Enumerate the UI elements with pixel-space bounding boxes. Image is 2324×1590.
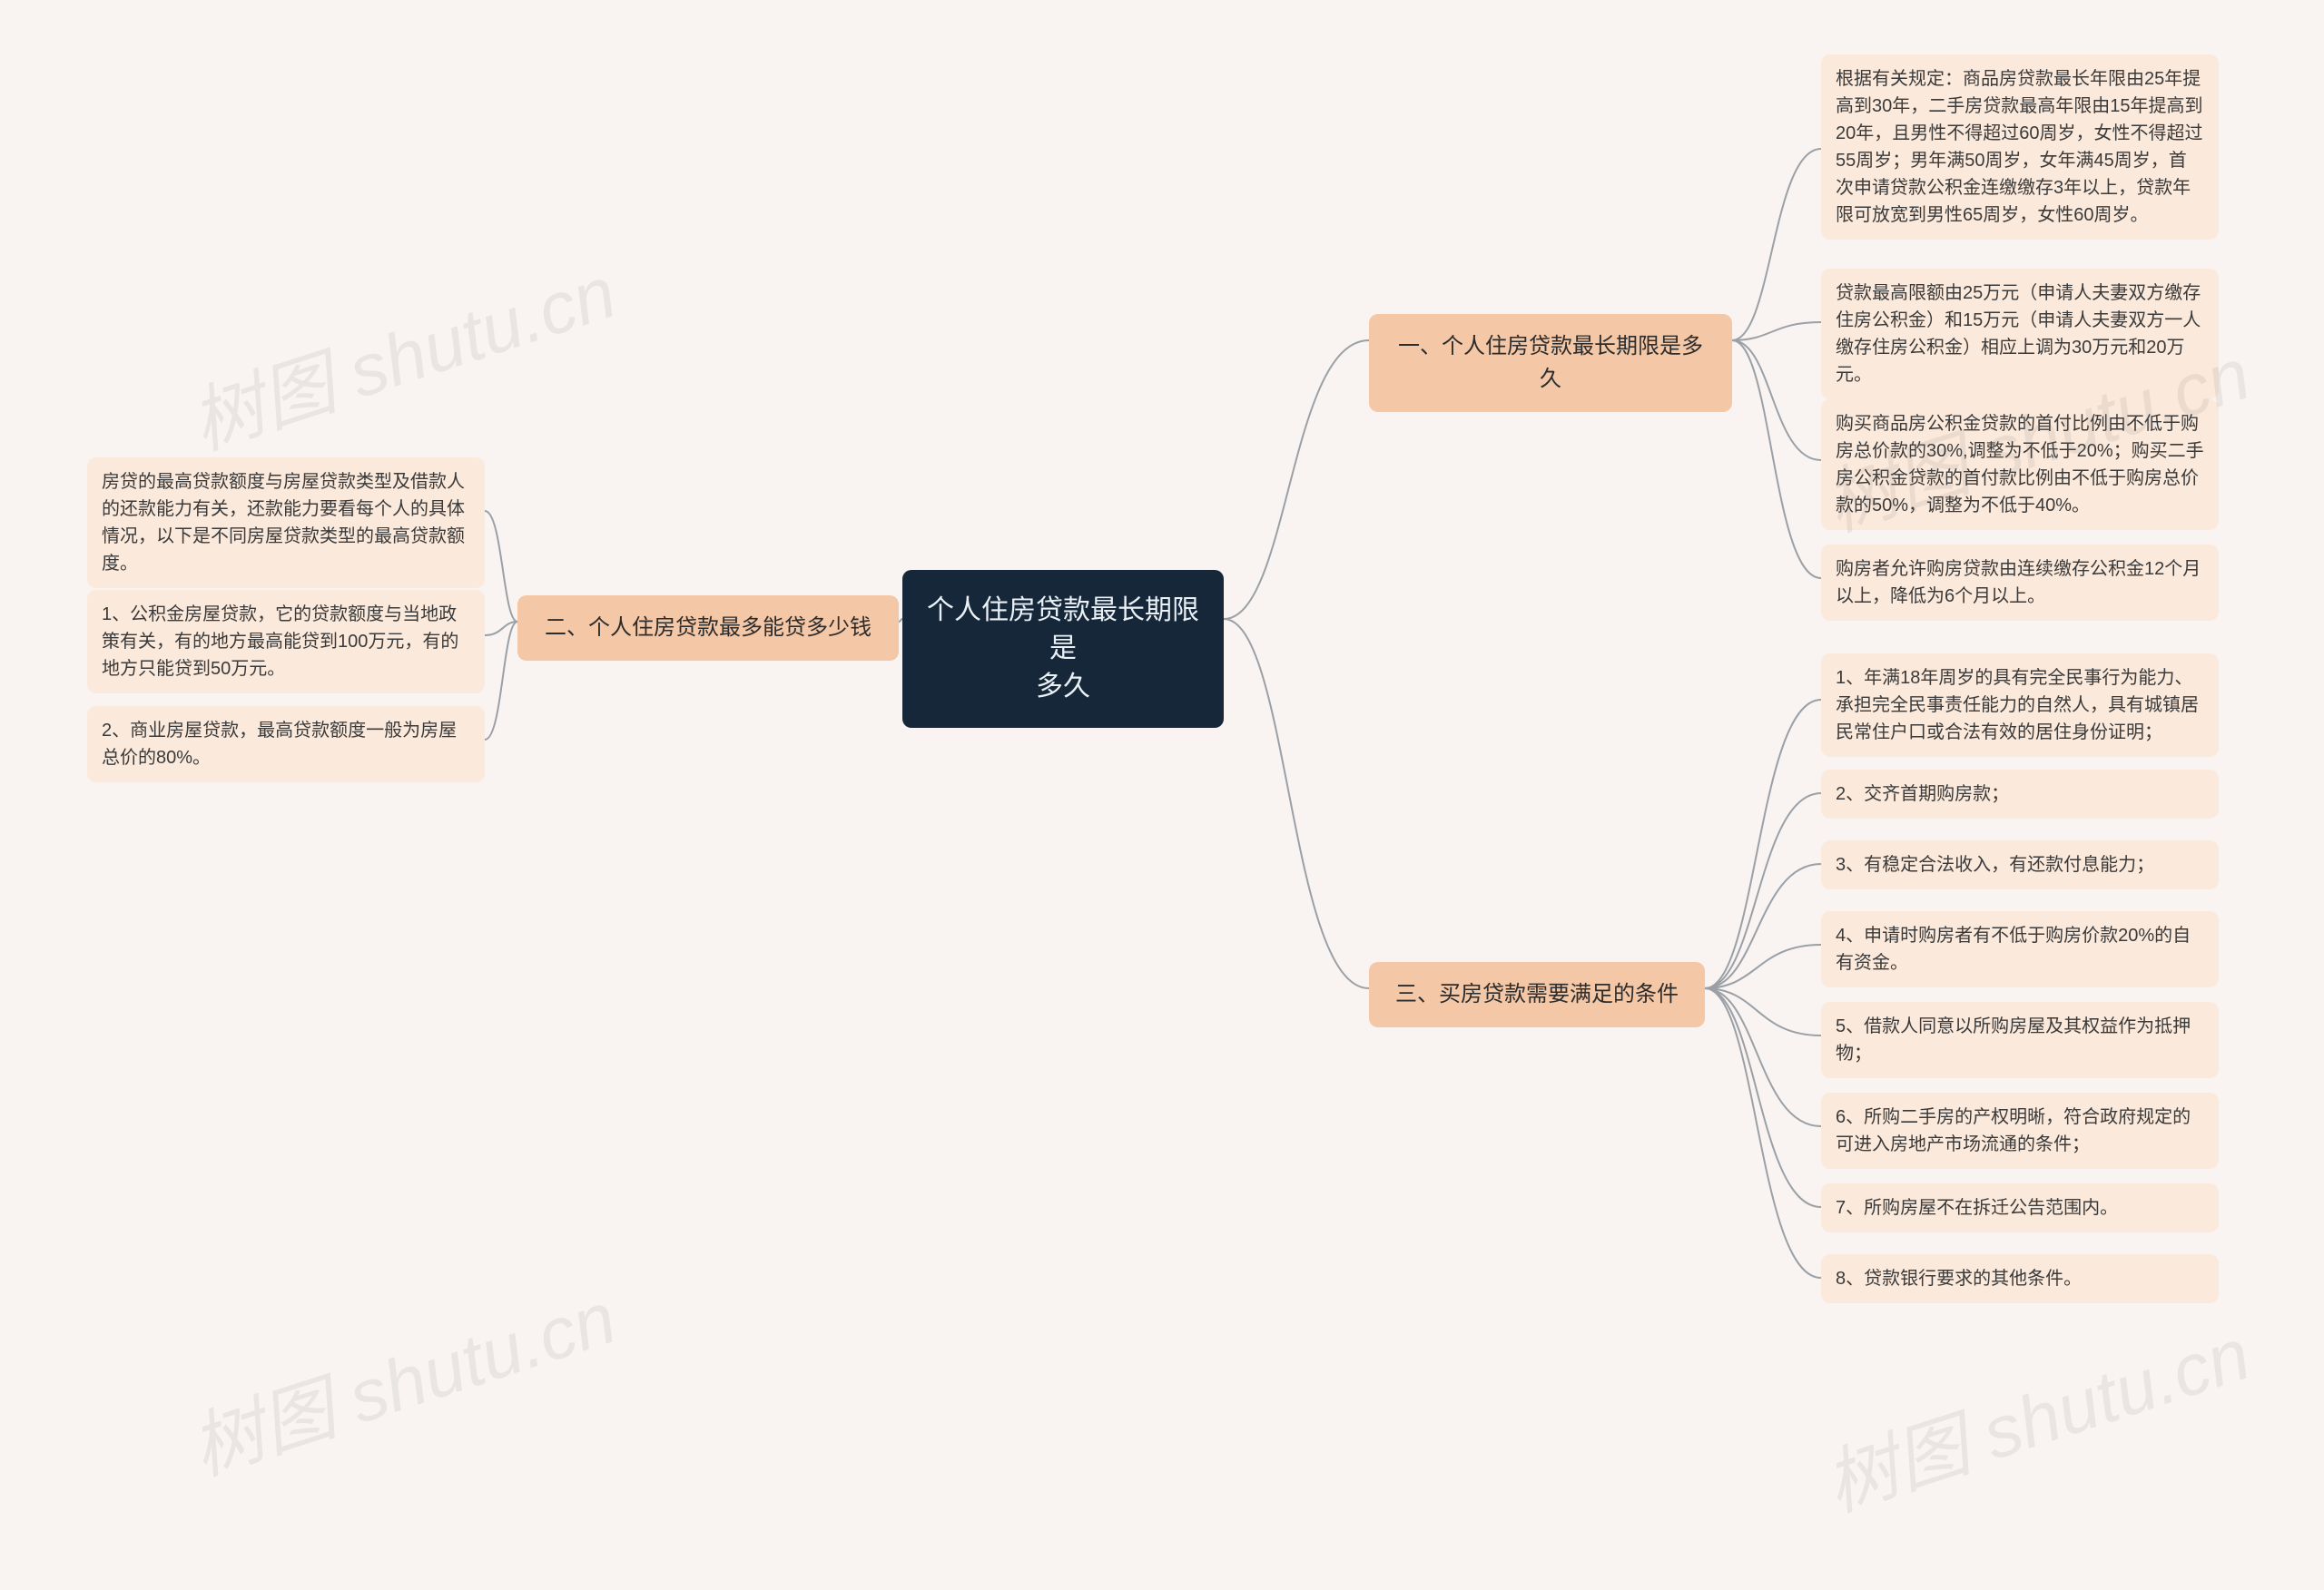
leaf-text: 8、贷款银行要求的其他条件。 [1836, 1269, 2082, 1289]
root-text-line1: 个人住房贷款最长期限是 [927, 595, 1199, 663]
leaf-b2-3[interactable]: 2、商业房屋贷款，最高贷款额度一般为房屋总价的80%。 [87, 706, 485, 782]
watermark: 树图 shutu.cn [1810, 1296, 2261, 1532]
leaf-b3-6[interactable]: 6、所购二手房的产权明晰，符合政府规定的可进入房地产市场流通的条件； [1821, 1093, 2219, 1169]
leaf-b3-4[interactable]: 4、申请时购房者有不低于购房价款20%的自有资金。 [1821, 911, 2219, 987]
branch-3-label: 三、买房贷款需要满足的条件 [1395, 982, 1679, 1006]
branch-3[interactable]: 三、买房贷款需要满足的条件 [1369, 962, 1705, 1027]
leaf-b3-3[interactable]: 3、有稳定合法收入，有还款付息能力； [1821, 840, 2219, 889]
leaf-b3-5[interactable]: 5、借款人同意以所购房屋及其权益作为抵押物； [1821, 1002, 2219, 1078]
leaf-text: 房贷的最高贷款额度与房屋贷款类型及借款人的还款能力有关，还款能力要看每个人的具体… [102, 472, 465, 574]
leaf-b1-3[interactable]: 购买商品房公积金贷款的首付比例由不低于购房总价款的30%,调整为不低于20%；购… [1821, 399, 2219, 530]
leaf-b1-1[interactable]: 根据有关规定：商品房贷款最长年限由25年提高到30年，二手房贷款最高年限由15年… [1821, 54, 2219, 240]
leaf-text: 2、交齐首期购房款； [1836, 784, 2009, 804]
leaf-text: 根据有关规定：商品房贷款最长年限由25年提高到30年，二手房贷款最高年限由15年… [1836, 69, 2203, 225]
leaf-text: 5、借款人同意以所购房屋及其权益作为抵押物； [1836, 1016, 2191, 1064]
leaf-text: 2、商业房屋贷款，最高贷款额度一般为房屋总价的80%。 [102, 721, 457, 768]
leaf-b1-2[interactable]: 贷款最高限额由25万元（申请人夫妻双方缴存住房公积金）和15万元（申请人夫妻双方… [1821, 269, 2219, 399]
leaf-text: 购房者允许购房贷款由连续缴存公积金12个月以上，降低为6个月以上。 [1836, 559, 2201, 606]
leaf-b3-2[interactable]: 2、交齐首期购房款； [1821, 770, 2219, 819]
branch-1-label: 一、个人住房贷款最长期限是多久 [1398, 334, 1703, 391]
leaf-text: 7、所购房屋不在拆迁公告范围内。 [1836, 1198, 2118, 1218]
leaf-text: 贷款最高限额由25万元（申请人夫妻双方缴存住房公积金）和15万元（申请人夫妻双方… [1836, 283, 2201, 385]
leaf-text: 1、公积金房屋贷款，它的贷款额度与当地政策有关，有的地方最高能贷到100万元，有… [102, 604, 458, 679]
leaf-text: 6、所购二手房的产权明晰，符合政府规定的可进入房地产市场流通的条件； [1836, 1107, 2191, 1154]
leaf-b2-1[interactable]: 房贷的最高贷款额度与房屋贷款类型及借款人的还款能力有关，还款能力要看每个人的具体… [87, 457, 485, 588]
leaf-b3-8[interactable]: 8、贷款银行要求的其他条件。 [1821, 1254, 2219, 1303]
root-text-line2: 多久 [1036, 672, 1090, 702]
leaf-text: 购买商品房公积金贷款的首付比例由不低于购房总价款的30%,调整为不低于20%；购… [1836, 414, 2204, 515]
leaf-text: 3、有稳定合法收入，有还款付息能力； [1836, 855, 2154, 875]
branch-1[interactable]: 一、个人住房贷款最长期限是多久 [1369, 314, 1732, 412]
leaf-text: 1、年满18年周岁的具有完全民事行为能力、承担完全民事责任能力的自然人，具有城镇… [1836, 668, 2199, 742]
leaf-b1-4[interactable]: 购房者允许购房贷款由连续缴存公积金12个月以上，降低为6个月以上。 [1821, 545, 2219, 621]
leaf-b3-7[interactable]: 7、所购房屋不在拆迁公告范围内。 [1821, 1183, 2219, 1232]
branch-2-label: 二、个人住房贷款最多能贷多少钱 [545, 615, 872, 640]
mindmap-canvas: 个人住房贷款最长期限是 多久 一、个人住房贷款最长期限是多久 二、个人住房贷款最… [0, 0, 2324, 1590]
branch-2[interactable]: 二、个人住房贷款最多能贷多少钱 [517, 595, 899, 661]
watermark: 树图 shutu.cn [176, 234, 627, 470]
leaf-text: 4、申请时购房者有不低于购房价款20%的自有资金。 [1836, 926, 2191, 973]
root-node[interactable]: 个人住房贷款最长期限是 多久 [902, 570, 1224, 728]
leaf-b2-2[interactable]: 1、公积金房屋贷款，它的贷款额度与当地政策有关，有的地方最高能贷到100万元，有… [87, 590, 485, 693]
leaf-b3-1[interactable]: 1、年满18年周岁的具有完全民事行为能力、承担完全民事责任能力的自然人，具有城镇… [1821, 653, 2219, 757]
watermark: 树图 shutu.cn [176, 1260, 627, 1496]
